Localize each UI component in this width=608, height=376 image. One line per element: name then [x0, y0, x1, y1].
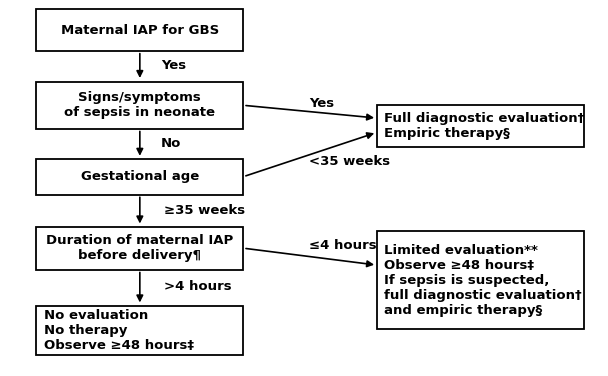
Text: <35 weeks: <35 weeks	[309, 155, 390, 168]
Text: ≤4 hours: ≤4 hours	[309, 239, 376, 252]
Text: Signs/symptoms
of sepsis in neonate: Signs/symptoms of sepsis in neonate	[64, 91, 215, 119]
Text: Limited evaluation**
Observe ≥48 hours‡
If sepsis is suspected,
full diagnostic : Limited evaluation** Observe ≥48 hours‡ …	[384, 244, 582, 317]
Text: Yes: Yes	[309, 97, 334, 109]
Text: Gestational age: Gestational age	[81, 170, 199, 183]
Text: Duration of maternal IAP
before delivery¶: Duration of maternal IAP before delivery…	[46, 234, 233, 262]
Text: >4 hours: >4 hours	[164, 280, 232, 293]
FancyBboxPatch shape	[36, 306, 243, 355]
FancyBboxPatch shape	[36, 82, 243, 129]
FancyBboxPatch shape	[36, 9, 243, 51]
FancyBboxPatch shape	[377, 231, 584, 329]
FancyBboxPatch shape	[36, 159, 243, 195]
Text: Full diagnostic evaluation†
Empiric therapy§: Full diagnostic evaluation† Empiric ther…	[384, 112, 584, 140]
Text: ≥35 weeks: ≥35 weeks	[164, 204, 245, 217]
Text: No evaluation
No therapy
Observe ≥48 hours‡: No evaluation No therapy Observe ≥48 hou…	[44, 309, 194, 352]
FancyBboxPatch shape	[377, 105, 584, 147]
FancyBboxPatch shape	[36, 226, 243, 270]
Text: Yes: Yes	[161, 59, 186, 72]
Text: No: No	[161, 137, 182, 150]
Text: Maternal IAP for GBS: Maternal IAP for GBS	[61, 24, 219, 36]
